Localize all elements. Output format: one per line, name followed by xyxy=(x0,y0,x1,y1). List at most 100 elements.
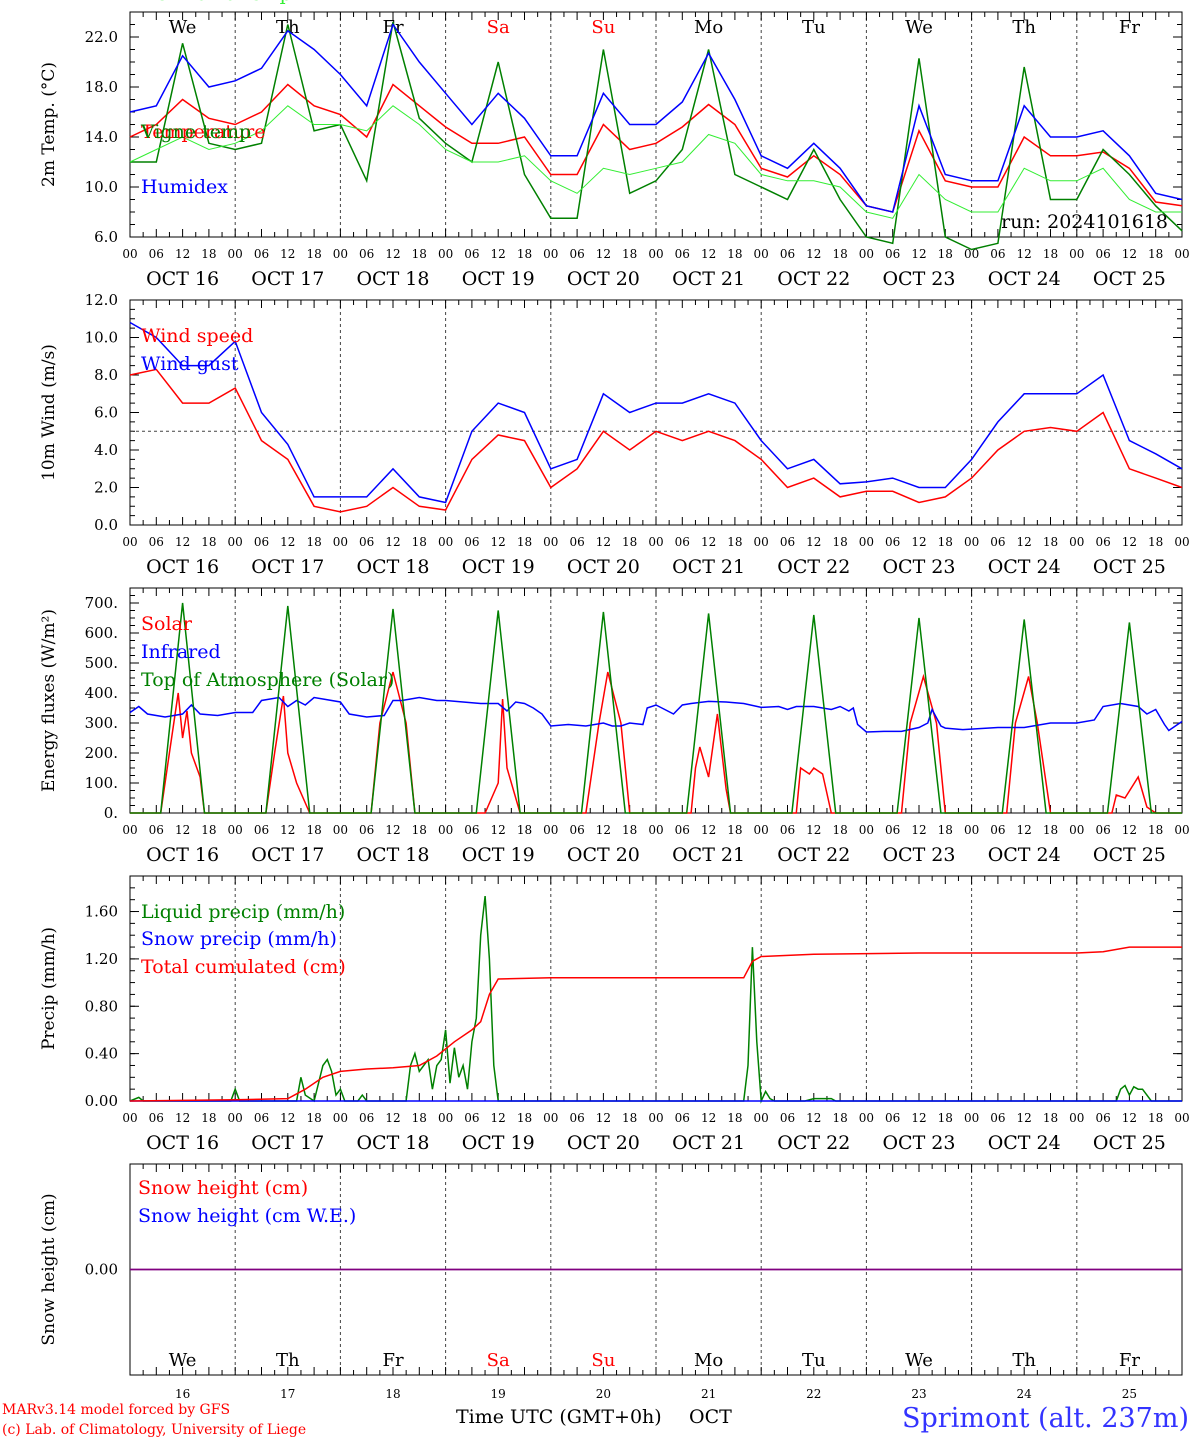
hour-tick-label: 12 xyxy=(280,823,295,837)
hour-tick-label: 00 xyxy=(1174,247,1189,261)
date-label: OCT 19 xyxy=(462,556,535,578)
date-label: OCT 20 xyxy=(567,1132,640,1154)
hour-tick-label: 00 xyxy=(754,535,769,549)
station-title: Sprimont (alt. 237m) xyxy=(902,1403,1189,1434)
hour-tick-label: 12 xyxy=(280,535,295,549)
hour-tick-label: 06 xyxy=(149,823,164,837)
hour-tick-label: 06 xyxy=(990,1111,1005,1125)
hour-tick-label: 18 xyxy=(1148,823,1163,837)
date-label: OCT 20 xyxy=(567,556,640,578)
hour-tick-label: 12 xyxy=(596,247,611,261)
y-axis-label: Energy fluxes (W/m²) xyxy=(39,609,59,792)
series-line-1 xyxy=(130,671,1182,814)
date-label: OCT 19 xyxy=(462,1132,535,1154)
hour-tick-label: 00 xyxy=(1069,1111,1084,1125)
day-number-label: 17 xyxy=(280,1387,295,1401)
hour-tick-label: 18 xyxy=(938,823,953,837)
hour-tick-label: 18 xyxy=(1043,823,1058,837)
hour-tick-label: 00 xyxy=(859,247,874,261)
hour-tick-label: 06 xyxy=(990,535,1005,549)
weekday-label: Th xyxy=(276,1350,300,1371)
day-number-label: 24 xyxy=(1017,1387,1033,1401)
hour-tick-label: 00 xyxy=(648,823,663,837)
hour-tick-label: 12 xyxy=(491,535,506,549)
hour-tick-label: 00 xyxy=(228,1111,243,1125)
hour-tick-label: 12 xyxy=(1017,1111,1032,1125)
legend-entry: Snow precip (mm/h) xyxy=(141,928,337,950)
hour-tick-label: 00 xyxy=(1069,823,1084,837)
hour-tick-label: 18 xyxy=(412,823,427,837)
hour-tick-label: 00 xyxy=(1174,823,1189,837)
hour-tick-label: 00 xyxy=(1174,1111,1189,1125)
hour-tick-label: 06 xyxy=(885,247,900,261)
hour-tick-label: 06 xyxy=(569,823,584,837)
hour-tick-label: 06 xyxy=(359,247,374,261)
date-label: OCT 22 xyxy=(777,1132,850,1154)
weekday-label: We xyxy=(905,1350,933,1371)
hour-tick-label: 12 xyxy=(491,823,506,837)
hour-tick-label: 12 xyxy=(491,247,506,261)
date-label: OCT 25 xyxy=(1093,556,1166,578)
hour-tick-label: 12 xyxy=(175,1111,190,1125)
hour-tick-label: 18 xyxy=(832,1111,847,1125)
hour-tick-label: 12 xyxy=(175,823,190,837)
hour-tick-label: 06 xyxy=(1095,535,1110,549)
hour-tick-label: 06 xyxy=(359,823,374,837)
series-line-4 xyxy=(129,105,1182,219)
hour-tick-label: 00 xyxy=(122,535,137,549)
hour-tick-label: 18 xyxy=(1043,247,1058,261)
hour-tick-label: 18 xyxy=(727,247,742,261)
y-tick-label: 14.0 xyxy=(85,128,118,146)
weekday-label: Sa xyxy=(487,17,510,38)
weekday-label: Fr xyxy=(1119,17,1140,38)
hour-tick-label: 00 xyxy=(543,247,558,261)
y-axis-label: 2m Temp. (°C) xyxy=(39,62,59,187)
hour-tick-label: 12 xyxy=(280,247,295,261)
date-label: OCT 18 xyxy=(356,1132,429,1154)
hour-tick-label: 06 xyxy=(675,535,690,549)
hour-tick-label: 18 xyxy=(306,823,321,837)
day-number-label: 23 xyxy=(911,1387,926,1401)
date-label: OCT 16 xyxy=(146,268,219,290)
hour-tick-label: 12 xyxy=(1017,247,1032,261)
legend-entry: Total cumulated (cm) xyxy=(141,956,346,978)
y-tick-label: 10.0 xyxy=(85,178,118,196)
y-tick-label: 100. xyxy=(85,774,118,792)
legend-entry: Temperature xyxy=(141,121,265,143)
hour-tick-label: 12 xyxy=(1017,823,1032,837)
date-label: OCT 20 xyxy=(567,268,640,290)
hour-tick-label: 12 xyxy=(596,823,611,837)
y-tick-label: 0.40 xyxy=(85,1045,118,1063)
series-line-1 xyxy=(129,368,1183,513)
panel-5: 0.00 Snow height (cm) We Th Fr Sa Su Mo Tu We Th Fr… xyxy=(39,1163,1183,1401)
hour-tick-label: 00 xyxy=(333,247,348,261)
hour-tick-label: 12 xyxy=(806,535,821,549)
hour-tick-label: 00 xyxy=(122,247,137,261)
hour-tick-label: 18 xyxy=(201,1111,216,1125)
panel-1: 6.0 10.0 14.0 18.0 22.0 2m Temp. (°C) We Th Fr Sa… xyxy=(39,0,1190,290)
legend-entry: Liquid precip (mm/h) xyxy=(141,901,345,923)
hour-tick-label: 06 xyxy=(569,1111,584,1125)
hour-tick-label: 12 xyxy=(491,1111,506,1125)
hour-tick-label: 06 xyxy=(359,1111,374,1125)
hour-tick-label: 12 xyxy=(175,247,190,261)
hour-tick-label: 06 xyxy=(675,1111,690,1125)
month-label: OCT xyxy=(689,1406,732,1428)
panel-2: 0.0 2.0 4.0 6.0 8.0 10.0 12.0 10m Wind (m/s) 00 0… xyxy=(39,291,1190,578)
hour-tick-label: 00 xyxy=(122,823,137,837)
series-line-2 xyxy=(130,21,1183,251)
hour-tick-label: 18 xyxy=(938,535,953,549)
hour-tick-label: 12 xyxy=(701,535,716,549)
date-label: OCT 22 xyxy=(777,556,850,578)
hour-tick-label: 00 xyxy=(964,535,979,549)
hour-tick-label: 00 xyxy=(333,1111,348,1125)
hour-tick-label: 18 xyxy=(306,247,321,261)
y-tick-label: 0.00 xyxy=(85,1092,118,1110)
hour-tick-label: 00 xyxy=(648,535,663,549)
hour-tick-label: 18 xyxy=(517,247,532,261)
date-label: OCT 20 xyxy=(567,844,640,866)
hour-tick-label: 00 xyxy=(964,247,979,261)
hour-tick-label: 00 xyxy=(228,823,243,837)
series-line-3 xyxy=(130,602,1182,814)
y-tick-label: 1.60 xyxy=(85,903,118,921)
